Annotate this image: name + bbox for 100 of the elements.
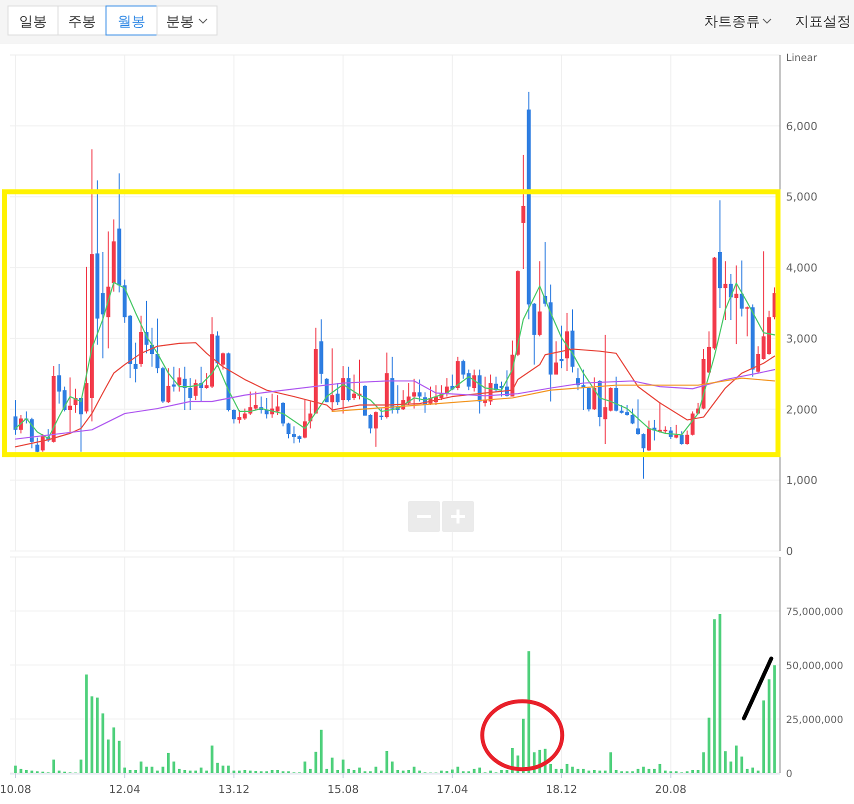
candlestick xyxy=(685,430,690,446)
bar xyxy=(106,740,110,773)
y-tick-label: 5,000 xyxy=(786,190,818,204)
candlestick xyxy=(281,402,286,427)
bar xyxy=(751,768,754,773)
candlestick xyxy=(646,420,651,452)
bar xyxy=(20,768,22,773)
bar xyxy=(118,740,121,773)
candlestick xyxy=(188,378,192,410)
bar xyxy=(134,770,137,773)
y-tick-label: 0 xyxy=(786,769,792,780)
bar xyxy=(718,614,722,773)
bar xyxy=(773,665,776,773)
bar xyxy=(183,770,186,773)
bar xyxy=(636,768,640,773)
bar xyxy=(342,760,344,773)
bar xyxy=(582,768,585,773)
bar xyxy=(708,718,710,773)
bar xyxy=(112,727,116,773)
bar xyxy=(456,766,460,773)
bar xyxy=(222,766,224,773)
x-tick-label: 12.04 xyxy=(108,783,140,796)
x-tick-label: 13.12 xyxy=(218,783,250,796)
candlestick xyxy=(177,368,182,392)
text: 일봉 xyxy=(19,14,47,30)
candlestick xyxy=(418,379,422,402)
bar xyxy=(210,746,214,773)
bar xyxy=(216,762,219,773)
bar xyxy=(576,768,580,773)
bar xyxy=(407,770,410,773)
y-tick-label: 6,000 xyxy=(786,120,818,133)
bar xyxy=(167,752,170,773)
bar xyxy=(506,770,508,773)
y-tick-label: 0 xyxy=(786,545,793,558)
bar xyxy=(85,674,88,773)
bar xyxy=(101,713,104,773)
bar xyxy=(14,766,17,773)
bar xyxy=(592,770,596,773)
candlestick xyxy=(444,378,449,398)
candlestick xyxy=(630,408,635,425)
bar xyxy=(96,698,99,773)
candlestick xyxy=(330,348,334,412)
bar xyxy=(642,766,645,773)
candlestick xyxy=(412,378,416,410)
bar xyxy=(729,762,732,773)
bar xyxy=(123,768,126,773)
bar xyxy=(554,768,558,773)
candlestick xyxy=(560,325,564,369)
line-series xyxy=(332,378,776,412)
bar xyxy=(478,768,482,773)
candlestick xyxy=(166,368,170,404)
bar xyxy=(52,760,56,773)
bar xyxy=(549,764,552,773)
line-series xyxy=(14,369,776,440)
bar xyxy=(150,766,154,773)
bar xyxy=(390,762,394,773)
bar xyxy=(571,766,574,773)
candlestick xyxy=(636,398,640,436)
bar xyxy=(724,751,727,773)
bar xyxy=(374,766,378,773)
x-tick-label: 18.12 xyxy=(546,783,578,796)
bar xyxy=(653,768,656,773)
text: 주봉 xyxy=(68,14,96,30)
candlestick xyxy=(341,366,346,414)
bar xyxy=(200,768,202,773)
bar xyxy=(734,746,738,773)
x-tick-label: 17.04 xyxy=(436,783,468,796)
bar xyxy=(80,760,82,773)
bar xyxy=(609,752,612,773)
bar xyxy=(276,770,279,773)
bar xyxy=(566,764,568,773)
candlestick xyxy=(194,379,198,401)
bar xyxy=(320,730,323,773)
bar xyxy=(172,762,176,773)
bar xyxy=(658,764,662,773)
bar xyxy=(243,770,246,773)
y-tick-label: 4,000 xyxy=(786,262,818,275)
bar xyxy=(614,770,618,773)
candlestick xyxy=(680,430,684,446)
candlestick xyxy=(554,340,558,376)
candlestick xyxy=(336,382,340,406)
bar xyxy=(162,766,164,773)
candlestick xyxy=(642,432,646,480)
bar xyxy=(347,768,350,773)
candlestick xyxy=(172,366,176,392)
candlestick xyxy=(723,260,728,321)
text: Linear xyxy=(786,53,818,64)
y-tick-label: 3,000 xyxy=(786,332,818,346)
bar xyxy=(740,756,744,773)
candlestick xyxy=(379,408,384,420)
bar xyxy=(304,762,306,773)
bar xyxy=(762,700,765,773)
bar xyxy=(140,762,142,773)
bar xyxy=(358,768,361,773)
x-tick-label: 15.08 xyxy=(327,783,359,796)
bar xyxy=(336,770,340,773)
candlestick xyxy=(734,264,738,345)
candlestick xyxy=(13,400,18,436)
candlestick xyxy=(286,422,290,439)
bar xyxy=(270,770,274,773)
